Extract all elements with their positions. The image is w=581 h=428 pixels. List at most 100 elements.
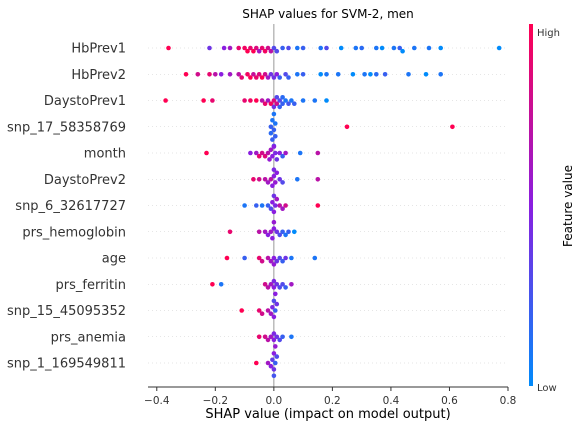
shap-point-DaystoPrev1 bbox=[248, 98, 253, 103]
shap-point-DaystoPrev2 bbox=[268, 177, 274, 182]
shap-point-DaystoPrev1 bbox=[268, 101, 274, 106]
shap-point-DaystoPrev1 bbox=[280, 95, 285, 100]
shap-point-age bbox=[271, 262, 277, 267]
shap-point-prs_anemia bbox=[265, 337, 271, 343]
shap-point-DaystoPrev1 bbox=[242, 98, 247, 103]
shap-point-snp_17_58358769 bbox=[450, 124, 455, 130]
shap-point-HbPrev1 bbox=[256, 48, 262, 54]
shap-point-DaystoPrev1 bbox=[274, 95, 280, 100]
shap-point-HbPrev2 bbox=[239, 75, 244, 80]
shap-point-month bbox=[204, 150, 209, 156]
shap-point-prs_ferritin bbox=[274, 282, 280, 287]
shap-point-snp_15_45095352 bbox=[256, 308, 262, 313]
shap-point-snp_17_58358769 bbox=[268, 130, 274, 136]
shap-point-prs_anemia bbox=[271, 331, 277, 336]
shap-point-HbPrev1 bbox=[262, 48, 268, 54]
shap-point-DaystoPrev2 bbox=[273, 180, 278, 185]
shap-point-month bbox=[265, 150, 271, 156]
shap-point-snp_15_45095352 bbox=[273, 308, 278, 313]
shap-point-DaystoPrev2 bbox=[251, 177, 256, 182]
shap-point-prs_anemia bbox=[256, 334, 262, 340]
x-tick-label: 0.6 bbox=[441, 395, 458, 407]
shap-point-snp_1_169549811 bbox=[271, 351, 277, 356]
shap-point-prs_anemia bbox=[271, 337, 277, 343]
shap-point-month bbox=[248, 150, 253, 156]
shap-point-month bbox=[253, 150, 259, 156]
shap-point-HbPrev1 bbox=[338, 45, 344, 51]
shap-point-month bbox=[271, 144, 277, 149]
shap-point-DaystoPrev1 bbox=[289, 98, 294, 103]
shap-point-DaystoPrev1 bbox=[283, 98, 288, 103]
shap-point-HbPrev2 bbox=[295, 72, 300, 77]
shap-point-age bbox=[259, 258, 265, 264]
shap-point-age bbox=[274, 258, 280, 264]
shap-point-prs_hemoglobin bbox=[292, 229, 297, 235]
shap-point-snp_6_32617727 bbox=[253, 203, 259, 208]
shap-point-DaystoPrev1 bbox=[274, 101, 280, 106]
shap-point-snp_6_32617727 bbox=[273, 203, 278, 208]
shap-point-HbPrev2 bbox=[251, 72, 256, 77]
shap-point-prs_ferritin bbox=[271, 278, 277, 284]
shap-point-HbPrev2 bbox=[300, 72, 306, 77]
shap-point-prs_anemia bbox=[262, 334, 268, 340]
shap-point-age bbox=[271, 255, 277, 261]
shap-point-HbPrev2 bbox=[268, 72, 274, 77]
shap-point-HbPrev1 bbox=[251, 48, 256, 54]
shap-point-snp_15_45095352 bbox=[271, 298, 277, 304]
shap-point-HbPrev2 bbox=[271, 75, 277, 80]
shap-point-snp_6_32617727 bbox=[274, 196, 280, 202]
shap-point-DaystoPrev1 bbox=[265, 98, 271, 103]
shap-point-prs_ferritin bbox=[271, 285, 277, 290]
data-points bbox=[163, 45, 502, 379]
shap-point-snp_17_58358769 bbox=[270, 118, 275, 123]
shap-point-HbPrev2 bbox=[368, 72, 373, 77]
shap-point-HbPrev1 bbox=[412, 45, 417, 51]
shap-point-month bbox=[277, 150, 283, 156]
shap-point-snp_6_32617727 bbox=[270, 200, 275, 205]
shap-point-DaystoPrev2 bbox=[280, 180, 285, 185]
shap-point-HbPrev1 bbox=[236, 45, 241, 51]
feature-label: DaystoPrev1 bbox=[44, 94, 126, 109]
shap-point-HbPrev1 bbox=[265, 45, 271, 51]
feature-label: age bbox=[102, 252, 126, 267]
shap-point-snp_6_32617727 bbox=[283, 203, 288, 208]
shap-point-DaystoPrev1 bbox=[163, 98, 168, 103]
shap-point-snp_1_169549811 bbox=[268, 363, 274, 369]
feature-label: snp_6_32617727 bbox=[15, 199, 126, 214]
shap-point-HbPrev2 bbox=[350, 72, 356, 77]
shap-point-HbPrev1 bbox=[295, 45, 300, 51]
shap-point-HbPrev2 bbox=[256, 72, 262, 77]
shap-point-snp_17_58358769 bbox=[273, 121, 278, 126]
shap-point-prs_hemoglobin bbox=[283, 232, 288, 238]
x-tick-label: 0.8 bbox=[500, 395, 517, 407]
x-tick-label: 0.2 bbox=[324, 395, 341, 407]
shap-point-HbPrev1 bbox=[242, 45, 247, 51]
shap-point-age bbox=[268, 258, 274, 264]
shap-point-month bbox=[274, 157, 280, 162]
shap-point-snp_17_58358769 bbox=[271, 127, 277, 133]
shap-point-DaystoPrev2 bbox=[271, 173, 277, 179]
shap-point-prs_hemoglobin bbox=[280, 229, 285, 235]
shap-point-prs_ferritin bbox=[268, 282, 274, 287]
shap-point-DaystoPrev1 bbox=[312, 98, 318, 103]
shap-point-prs_ferritin bbox=[289, 282, 294, 287]
shap-point-DaystoPrev1 bbox=[277, 98, 283, 103]
feature-label: prs_anemia bbox=[51, 330, 126, 345]
shap-point-age bbox=[224, 255, 230, 261]
shap-point-DaystoPrev1 bbox=[259, 98, 265, 103]
shap-point-HbPrev1 bbox=[221, 45, 227, 51]
shap-point-month bbox=[315, 150, 321, 156]
feature-label: snp_15_45095352 bbox=[7, 304, 126, 319]
shap-point-snp_15_45095352 bbox=[268, 311, 274, 317]
shap-point-prs_hemoglobin bbox=[277, 232, 283, 238]
shap-point-prs_ferritin bbox=[283, 285, 288, 290]
shap-point-month bbox=[262, 153, 268, 159]
row-gridlines bbox=[148, 47, 508, 364]
feature-label: snp_17_58358769 bbox=[7, 120, 126, 135]
shap-point-HbPrev1 bbox=[286, 45, 291, 51]
shap-point-HbPrev2 bbox=[227, 72, 233, 77]
shap-point-snp_17_58358769 bbox=[273, 134, 278, 139]
shap-point-snp_17_58358769 bbox=[270, 137, 275, 142]
shap-point-prs_anemia bbox=[280, 334, 285, 340]
shap-point-prs_ferritin bbox=[265, 285, 271, 290]
